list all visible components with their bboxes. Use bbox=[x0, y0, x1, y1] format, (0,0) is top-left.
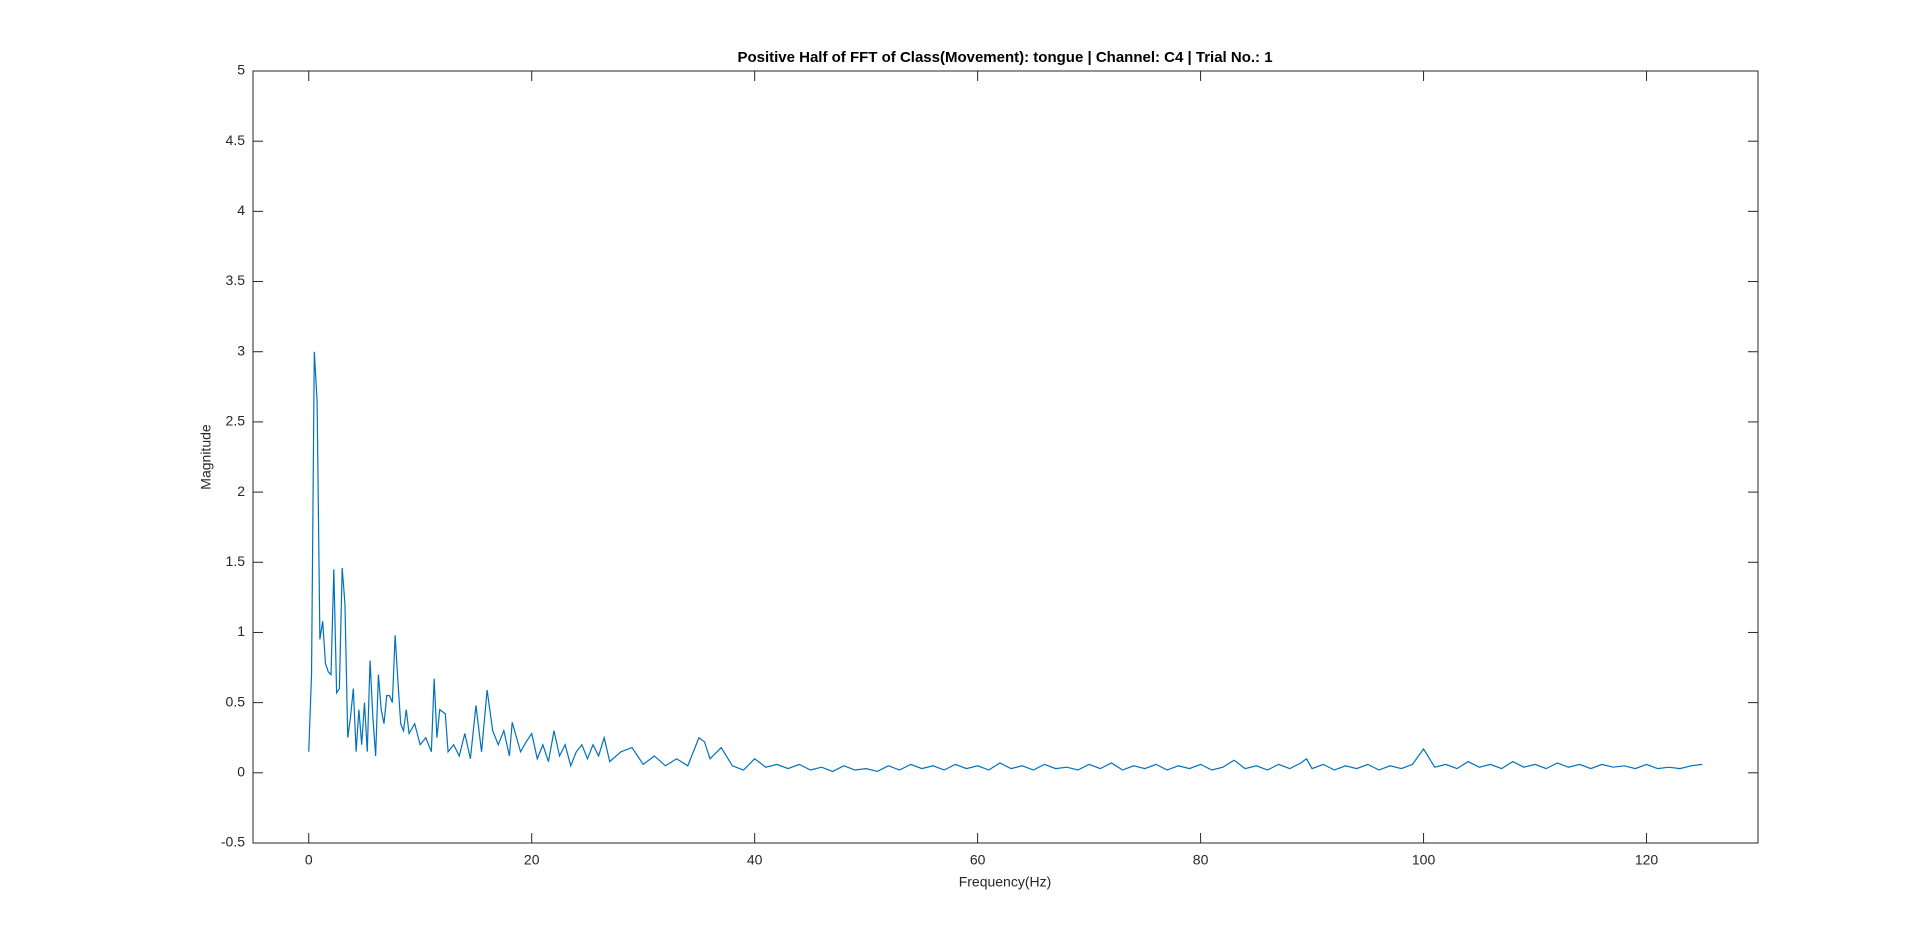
chart-title: Positive Half of FFT of Class(Movement):… bbox=[737, 49, 1272, 66]
x-tick-label: 120 bbox=[1635, 852, 1659, 868]
y-tick-label: 2 bbox=[237, 483, 245, 499]
y-tick-label: 2.5 bbox=[226, 413, 246, 429]
x-tick-label: 0 bbox=[305, 852, 313, 868]
y-tick-label: 3.5 bbox=[226, 272, 246, 288]
x-tick-label: 60 bbox=[970, 852, 986, 868]
data-line bbox=[308, 351, 1703, 773]
y-tick-label: 5 bbox=[237, 62, 245, 78]
x-tick-label: 20 bbox=[524, 852, 540, 868]
plot-area bbox=[252, 70, 1759, 844]
y-axis-label: Magnitude bbox=[198, 424, 214, 490]
x-tick-label: 80 bbox=[1193, 852, 1209, 868]
x-tick-label: 100 bbox=[1412, 852, 1436, 868]
y-tick-label: 4.5 bbox=[226, 132, 246, 148]
y-tick-label: 4 bbox=[237, 202, 245, 218]
y-tick-label: 0 bbox=[237, 764, 245, 780]
x-axis-label: Frequency(Hz) bbox=[959, 874, 1052, 890]
y-tick-label: -0.5 bbox=[221, 834, 245, 850]
x-tick-label: 40 bbox=[747, 852, 763, 868]
y-tick-label: 0.5 bbox=[226, 693, 246, 709]
y-tick-label: 1.5 bbox=[226, 553, 246, 569]
y-tick-label: 3 bbox=[237, 342, 245, 358]
y-tick-label: 1 bbox=[237, 623, 245, 639]
